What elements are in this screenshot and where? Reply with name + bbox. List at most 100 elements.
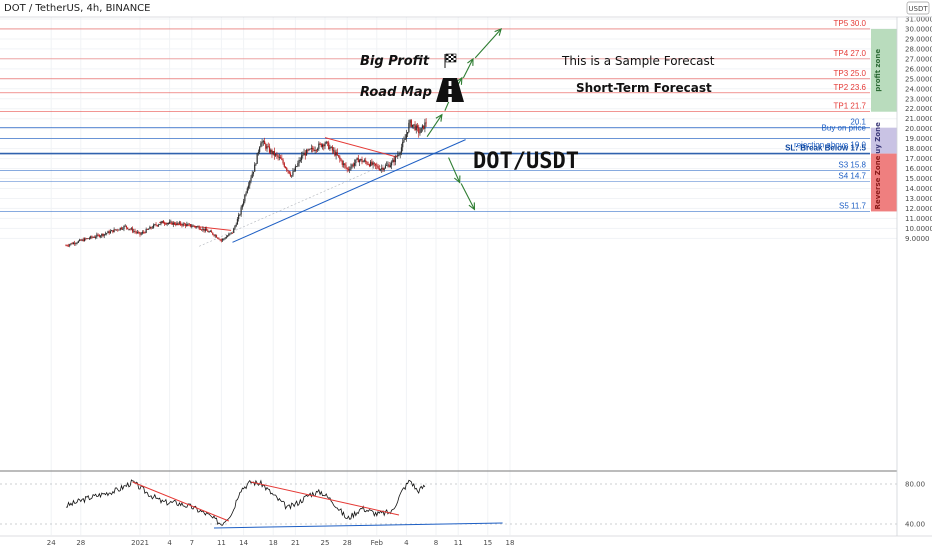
candle-body: [239, 214, 241, 216]
level-label: 20.1: [850, 118, 866, 127]
y-tick-label: 25.0000: [905, 75, 932, 83]
candle-body: [381, 167, 383, 170]
candle-body: [403, 139, 405, 142]
candle-body: [143, 232, 145, 233]
y-tick-label: 31.0000: [905, 16, 932, 24]
candle-body: [229, 233, 231, 235]
candle-body: [278, 157, 280, 159]
candle-body: [103, 234, 105, 236]
candle-body: [365, 160, 367, 163]
candle-body: [387, 164, 389, 166]
candle-body: [220, 239, 222, 241]
candle-body: [249, 181, 251, 186]
level-label: SL: Break Below 17.5: [785, 144, 866, 153]
candle-body: [230, 232, 232, 234]
candle-body: [362, 161, 364, 163]
x-tick-label: 4: [404, 539, 409, 547]
candle-body: [111, 230, 113, 232]
forecast-arrow-head: [453, 175, 461, 184]
candle-body: [182, 223, 184, 226]
candle-body: [199, 228, 202, 230]
candle-body: [171, 221, 173, 225]
candle-body: [286, 167, 288, 171]
candle-body: [117, 229, 119, 231]
candle-body: [72, 242, 74, 245]
candle-body: [151, 227, 153, 229]
candle-body: [276, 154, 278, 156]
candle-body: [77, 240, 79, 243]
currency-badge[interactable]: USDT: [908, 5, 928, 13]
candle-body: [418, 127, 420, 134]
candle-body: [82, 239, 84, 242]
candle-body: [71, 243, 73, 245]
candle-body: [144, 232, 146, 234]
candle-body: [267, 146, 269, 148]
candle-body: [388, 164, 390, 168]
candle-body: [252, 171, 255, 174]
candle-body: [128, 228, 130, 230]
candle-body: [373, 162, 375, 164]
candle-body: [277, 155, 279, 158]
candle-body: [80, 239, 82, 241]
candle-body: [113, 229, 115, 233]
candle-body: [266, 146, 268, 149]
y-tick-label: 16.0000: [905, 165, 932, 173]
candle-body: [118, 229, 120, 231]
candle-body: [159, 223, 161, 225]
candle-body: [358, 160, 361, 163]
candle-body: [320, 143, 322, 147]
candle-body: [115, 229, 118, 231]
candle-body: [193, 225, 195, 227]
candle-body: [339, 156, 341, 160]
candle-body: [202, 228, 204, 230]
candle-body: [389, 165, 391, 168]
candle-body: [160, 222, 162, 224]
candle-body: [318, 143, 320, 149]
zone-label: Buy Zone: [874, 122, 882, 159]
candles: [65, 118, 427, 248]
level-label: Buy on price: [822, 124, 867, 133]
x-tick-label: 24: [47, 539, 56, 547]
candle-body: [86, 238, 88, 240]
candle-body: [201, 229, 203, 231]
candle-body: [393, 159, 395, 163]
trendline: [199, 161, 392, 247]
y-tick-label: 9.0000: [905, 235, 930, 243]
candle-body: [315, 150, 317, 151]
candle-body: [69, 244, 71, 246]
candle-body: [91, 236, 93, 238]
candle-body: [106, 233, 108, 234]
pair-heading: DOT/USDT: [473, 149, 579, 174]
y-tick-label: 21.0000: [905, 115, 932, 123]
candle-body: [367, 164, 369, 165]
candle-body: [139, 232, 141, 235]
candle-body: [183, 223, 185, 225]
candle-body: [233, 228, 235, 234]
candle-body: [259, 147, 261, 152]
short-term-heading: Short-Term Forecast: [576, 81, 712, 95]
candle-body: [409, 120, 411, 123]
chart-title: DOT / TetherUS, 4h, BINANCE: [4, 3, 150, 14]
candle-body: [330, 146, 332, 148]
level-label: TP3 25.0: [834, 69, 867, 78]
candle-body: [177, 222, 179, 224]
candle-body: [302, 155, 304, 156]
candle-body: [119, 227, 121, 230]
x-tick-label: 8: [434, 539, 438, 547]
road-icon: [436, 78, 464, 102]
candle-body: [265, 144, 267, 149]
candle-body: [226, 235, 229, 237]
zone-bar: [871, 153, 897, 212]
candle-body: [169, 221, 171, 223]
y-tick-label: 17.0000: [905, 155, 932, 163]
candle-body: [256, 153, 258, 164]
x-tick-label: Feb: [371, 539, 384, 547]
candle-body: [284, 166, 287, 168]
y-tick-label: 13.0000: [905, 195, 932, 203]
candle-body: [404, 138, 406, 140]
y-tick-label: 18.0000: [905, 145, 932, 153]
forecast-arrow-head: [455, 76, 463, 85]
candle-body: [312, 147, 314, 150]
currency-badge-box[interactable]: [906, 1, 930, 15]
